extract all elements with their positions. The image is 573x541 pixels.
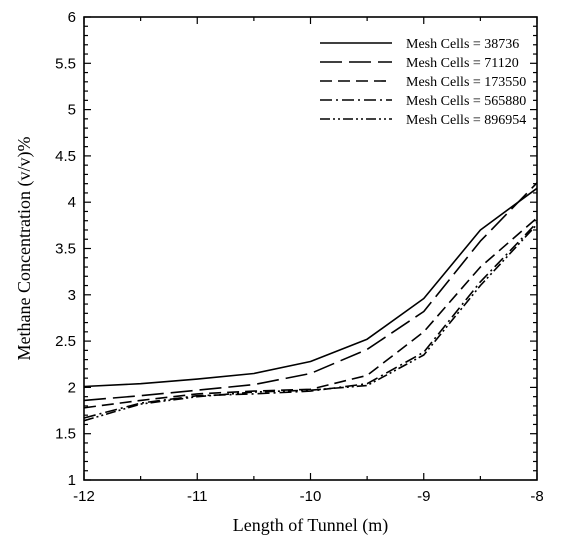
- legend: Mesh Cells = 38736 Mesh Cells = 71120 Mesh…: [320, 37, 526, 128]
- y-tick-label: 2.5: [55, 333, 76, 350]
- tick-labels: -12 -11 -10 -9 -8 1 1.5 2 2.5 3 3.5 4 4.5 5 5.5 6: [55, 9, 544, 505]
- y-tick-label: 5: [68, 102, 76, 119]
- y-tick-label: 3.5: [55, 241, 76, 258]
- series-line-2: [83, 182, 538, 402]
- y-tick-label: 4: [68, 194, 76, 211]
- x-axis-title: Length of Tunnel (m): [233, 515, 389, 536]
- x-tick-label: -8: [530, 488, 543, 505]
- legend-label-1: Mesh Cells = 38736: [406, 37, 519, 52]
- legend-label-4: Mesh Cells = 565880: [406, 94, 526, 109]
- plot-frame: [83, 16, 538, 481]
- y-tick-label: 6: [68, 9, 76, 26]
- series-line-5: [83, 223, 538, 422]
- y-tick-label: 3: [68, 287, 76, 304]
- y-tick-label: 5.5: [55, 55, 76, 72]
- legend-label-5: Mesh Cells = 896954: [406, 113, 526, 128]
- y-axis-title: Methane Concentration (v/v)%: [14, 137, 35, 361]
- legend-label-3: Mesh Cells = 173550: [406, 75, 526, 90]
- series-line-3: [83, 217, 538, 409]
- x-tick-label: -12: [73, 488, 95, 505]
- series-line-4: [83, 222, 538, 419]
- x-tick-label: -10: [300, 488, 322, 505]
- series-line-1: [83, 187, 538, 388]
- legend-label-2: Mesh Cells = 71120: [406, 56, 519, 71]
- x-tick-label: -11: [187, 488, 208, 505]
- plot-lines: [83, 182, 538, 422]
- y-tick-label: 1: [68, 472, 76, 489]
- y-tick-label: 4.5: [55, 148, 76, 165]
- y-tick-label: 1.5: [55, 426, 76, 443]
- x-tick-label: -9: [417, 488, 430, 505]
- y-tick-label: 2: [68, 379, 76, 396]
